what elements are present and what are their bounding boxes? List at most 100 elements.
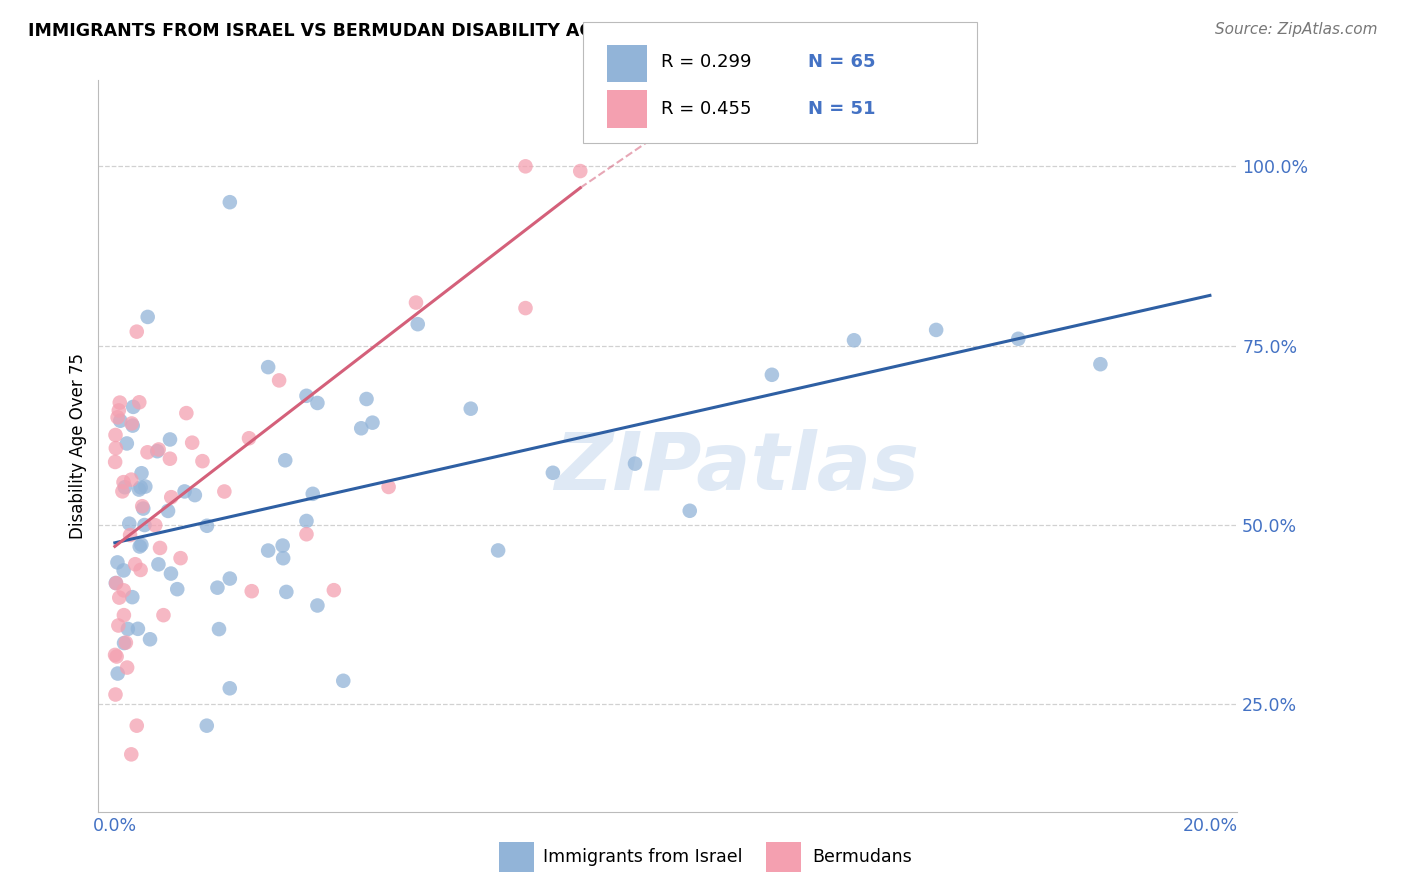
Y-axis label: Disability Age Over 75: Disability Age Over 75 xyxy=(69,353,87,539)
Point xyxy=(104,455,127,469)
Point xyxy=(108,591,131,605)
Point xyxy=(569,164,592,178)
Point xyxy=(541,466,564,480)
Point xyxy=(108,395,131,409)
Point xyxy=(295,527,318,541)
Point xyxy=(128,395,150,409)
Point xyxy=(160,566,183,581)
Point xyxy=(104,428,127,442)
Point xyxy=(184,488,207,502)
Point xyxy=(218,195,240,210)
Point xyxy=(160,490,183,504)
Point xyxy=(131,467,153,481)
Point xyxy=(842,333,865,347)
Point xyxy=(515,301,537,315)
Point xyxy=(515,159,537,173)
Point xyxy=(377,480,399,494)
Point xyxy=(356,392,378,406)
Text: N = 51: N = 51 xyxy=(808,100,876,118)
Point xyxy=(122,400,145,414)
Point xyxy=(1090,357,1112,371)
Text: R = 0.455: R = 0.455 xyxy=(661,100,751,118)
Text: N = 65: N = 65 xyxy=(808,53,876,70)
Point xyxy=(132,501,155,516)
Point xyxy=(111,484,134,499)
Point xyxy=(148,558,170,572)
Point xyxy=(624,457,647,471)
Point xyxy=(107,666,129,681)
Point xyxy=(271,551,294,566)
Point xyxy=(146,444,169,458)
Text: Source: ZipAtlas.com: Source: ZipAtlas.com xyxy=(1215,22,1378,37)
Point xyxy=(195,719,218,733)
Point xyxy=(152,608,174,623)
Point xyxy=(218,572,240,586)
Point xyxy=(207,581,229,595)
Point xyxy=(274,453,297,467)
Point xyxy=(112,608,135,623)
Point xyxy=(107,618,129,632)
Point xyxy=(169,551,191,566)
Point xyxy=(322,583,344,598)
Point xyxy=(104,576,127,591)
Point xyxy=(121,590,143,604)
Point xyxy=(295,389,318,403)
Point xyxy=(176,406,198,420)
Point xyxy=(112,475,135,490)
Point xyxy=(125,325,148,339)
Point xyxy=(105,649,128,664)
Point xyxy=(125,719,148,733)
Point xyxy=(134,479,156,493)
Text: ZIPatlas: ZIPatlas xyxy=(554,429,918,507)
Point xyxy=(405,295,427,310)
Point xyxy=(104,688,127,702)
Text: Bermudans: Bermudans xyxy=(813,848,912,866)
Point xyxy=(159,451,181,466)
Point xyxy=(157,504,180,518)
Point xyxy=(238,431,260,445)
Point xyxy=(332,673,354,688)
Point xyxy=(120,473,142,487)
Point xyxy=(208,622,231,636)
Point xyxy=(129,480,152,494)
Point xyxy=(117,622,139,636)
Point xyxy=(118,516,141,531)
Point xyxy=(159,433,181,447)
Point xyxy=(114,480,136,494)
Point xyxy=(129,563,152,577)
Point xyxy=(128,483,150,497)
Point xyxy=(240,584,263,599)
Point xyxy=(136,310,159,324)
Point xyxy=(181,435,204,450)
Point xyxy=(121,418,143,433)
Point xyxy=(295,514,318,528)
Point xyxy=(173,484,195,499)
Point xyxy=(301,487,323,501)
Point xyxy=(131,500,153,514)
Point xyxy=(120,528,142,542)
Point xyxy=(131,538,153,552)
Point xyxy=(257,543,280,558)
Point xyxy=(214,484,236,499)
Point xyxy=(121,417,143,431)
Point xyxy=(115,660,138,674)
Point xyxy=(134,518,156,533)
Text: R = 0.299: R = 0.299 xyxy=(661,53,751,70)
Point xyxy=(112,583,135,598)
Point xyxy=(195,518,218,533)
Point xyxy=(166,582,188,596)
Point xyxy=(486,543,509,558)
Point xyxy=(107,410,129,425)
Point xyxy=(276,585,298,599)
Point xyxy=(107,403,129,417)
Point xyxy=(269,373,291,387)
Point xyxy=(361,416,384,430)
Point xyxy=(460,401,482,416)
Text: IMMIGRANTS FROM ISRAEL VS BERMUDAN DISABILITY AGE OVER 75 CORRELATION CHART: IMMIGRANTS FROM ISRAEL VS BERMUDAN DISAB… xyxy=(28,22,910,40)
Point xyxy=(107,555,129,569)
Point xyxy=(679,504,702,518)
Point xyxy=(1007,332,1029,346)
Point xyxy=(307,396,329,410)
Point xyxy=(148,442,170,457)
Point xyxy=(115,436,138,450)
